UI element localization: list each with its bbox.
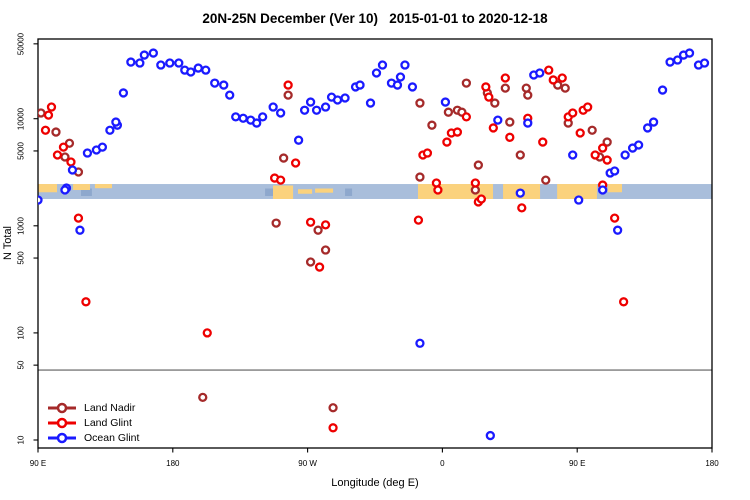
legend-item-land-glint: Land Glint xyxy=(47,415,139,430)
land-glint-marker-icon xyxy=(48,417,76,428)
legend-label: Ocean Glint xyxy=(84,431,140,444)
x-axis-label: Longitude (deg E) xyxy=(331,477,419,489)
legend: Land Nadir Land Glint Ocean Glint xyxy=(47,400,139,445)
legend-label: Land Nadir xyxy=(84,401,136,414)
land-nadir-marker-icon xyxy=(48,402,76,413)
legend-item-land-nadir: Land Nadir xyxy=(47,400,139,415)
chart-title: 20N-25N December (Ver 10) 2015-01-01 to … xyxy=(202,11,548,26)
ocean-glint-marker-icon xyxy=(48,432,76,443)
legend-label: Land Glint xyxy=(84,416,132,429)
y-axis-label: N Total xyxy=(2,225,14,261)
legend-item-ocean-glint: Ocean Glint xyxy=(47,430,139,445)
